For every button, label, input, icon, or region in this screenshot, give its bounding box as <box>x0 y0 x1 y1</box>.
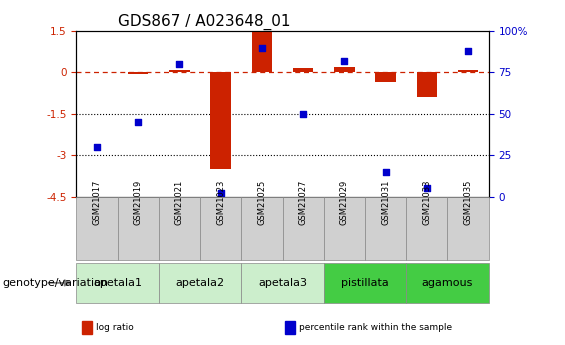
Bar <box>447 197 489 260</box>
Point <box>258 45 267 50</box>
Text: genotype/variation: genotype/variation <box>3 278 109 288</box>
Text: GSM21019: GSM21019 <box>134 180 142 225</box>
Bar <box>76 263 159 303</box>
Text: pistillata: pistillata <box>341 278 389 288</box>
Point <box>134 119 142 125</box>
Bar <box>210 72 231 169</box>
Text: GSM21027: GSM21027 <box>299 180 307 225</box>
Point <box>299 111 308 117</box>
Text: GSM21033: GSM21033 <box>423 180 431 225</box>
Bar <box>241 263 324 303</box>
Text: GSM21035: GSM21035 <box>464 180 472 225</box>
Bar <box>282 197 324 260</box>
Bar <box>251 32 272 72</box>
Text: apetala1: apetala1 <box>93 278 142 288</box>
Bar <box>293 68 314 72</box>
Text: GSM21029: GSM21029 <box>340 180 349 225</box>
Text: GDS867 / A023648_01: GDS867 / A023648_01 <box>118 13 290 30</box>
Bar <box>365 197 406 260</box>
Bar <box>324 197 365 260</box>
Text: GSM21031: GSM21031 <box>381 180 390 225</box>
Point <box>216 190 225 196</box>
Bar <box>169 70 190 72</box>
Text: apetala3: apetala3 <box>258 278 307 288</box>
Bar <box>458 70 479 72</box>
Point <box>340 58 349 63</box>
Bar <box>118 197 159 260</box>
Bar <box>76 197 118 260</box>
Point <box>175 61 184 67</box>
Bar <box>416 72 437 97</box>
Text: GSM21025: GSM21025 <box>258 180 266 225</box>
Text: percentile rank within the sample: percentile rank within the sample <box>299 323 453 332</box>
Text: agamous: agamous <box>422 278 473 288</box>
Text: apetala2: apetala2 <box>176 278 224 288</box>
Text: log ratio: log ratio <box>96 323 134 332</box>
Bar <box>200 197 241 260</box>
Point <box>381 169 390 175</box>
Point <box>464 48 473 54</box>
Bar <box>334 67 355 72</box>
Text: GSM21023: GSM21023 <box>216 180 225 225</box>
Bar <box>159 197 200 260</box>
Bar <box>406 263 489 303</box>
Bar <box>324 263 406 303</box>
Text: GSM21021: GSM21021 <box>175 180 184 225</box>
Bar <box>406 197 447 260</box>
Text: GSM21017: GSM21017 <box>93 180 101 225</box>
Point <box>423 186 432 191</box>
Bar <box>128 72 149 74</box>
Bar <box>375 72 396 82</box>
Bar <box>241 197 282 260</box>
Bar <box>159 263 241 303</box>
Point <box>93 144 102 150</box>
